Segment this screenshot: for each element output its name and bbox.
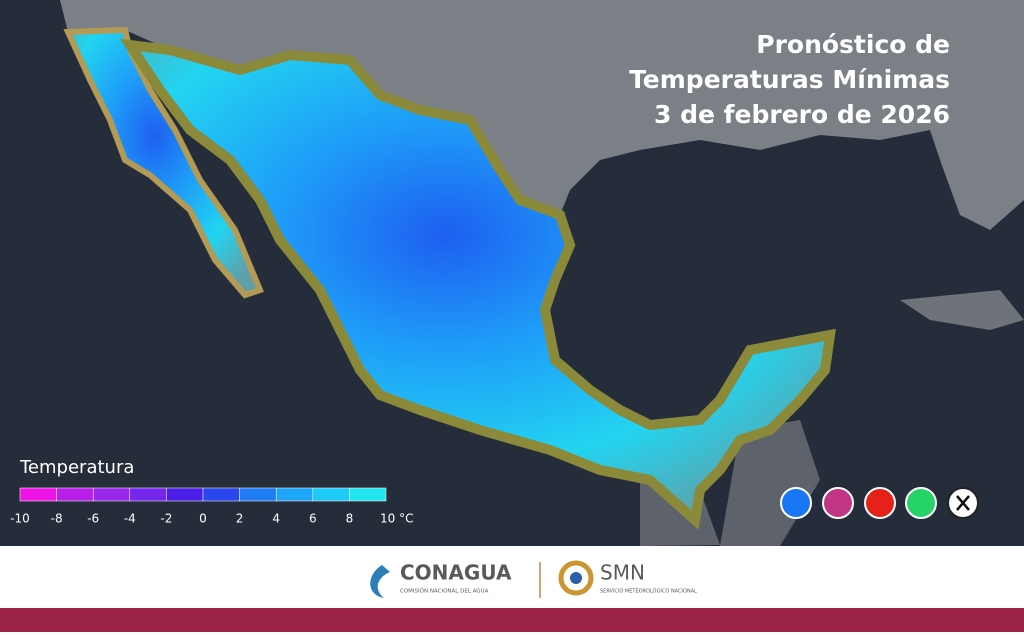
conagua-subtitle: COMISIÓN NACIONAL DEL AGUA (400, 588, 489, 595)
instagram-icon[interactable] (822, 487, 854, 519)
facebook-icon[interactable] (780, 487, 812, 519)
mexico-mainland (119, 38, 836, 530)
conagua-name: CONAGUA (400, 561, 512, 585)
legend-swatch (92, 487, 131, 502)
smn-logo-core (570, 572, 582, 584)
legend-tick-label: -4 (124, 512, 136, 526)
legend-tick-label: -8 (51, 512, 63, 526)
cuba (900, 290, 1024, 330)
legend-title: Temperatura (19, 457, 134, 478)
legend-swatch (239, 487, 277, 502)
legend-tick-label: 0 (199, 512, 207, 526)
legend-swatch (19, 487, 57, 502)
title-line: Pronóstico de (756, 30, 950, 59)
conagua-logo-icon (370, 565, 390, 598)
baja-california (63, 26, 265, 299)
social-icons[interactable] (780, 487, 979, 519)
legend-swatch (129, 487, 167, 502)
bottom-bar (0, 608, 1024, 632)
legend-swatch (349, 487, 387, 502)
legend-swatch (56, 487, 94, 502)
legend-swatch (275, 487, 314, 502)
legend-tick-label: 4 (272, 512, 280, 526)
legend-swatch (312, 487, 350, 502)
legend-tick-label: 8 (346, 512, 354, 526)
title-line: 3 de febrero de 2026 (654, 100, 950, 129)
legend-swatch (166, 487, 204, 502)
whatsapp-icon[interactable] (905, 487, 937, 519)
title-line: Temperaturas Mínimas (629, 65, 950, 94)
legend-tick-label: -2 (160, 512, 172, 526)
footer (0, 546, 1024, 608)
legend-tick-label: -6 (87, 512, 99, 526)
us-land (60, 0, 1024, 230)
legend-swatch (202, 487, 240, 502)
legend-tick-label: 10 °C (380, 512, 413, 526)
x-glyph (956, 495, 970, 511)
smn-subtitle: SERVICIO METEOROLÓGICO NACIONAL (600, 588, 697, 595)
title: Pronóstico de Temperaturas Mínimas 3 de … (629, 30, 950, 129)
legend: -10 -8 -6 -4 -2 0 2 4 6 8 10 °C (10, 487, 413, 526)
smn-logo-icon (558, 560, 594, 596)
legend-tick-label: 2 (236, 512, 244, 526)
smn-name: SMN (600, 561, 645, 585)
legend-tick-label: 6 (309, 512, 317, 526)
legend-tick-label: -10 (10, 512, 30, 526)
youtube-icon[interactable] (864, 487, 896, 519)
